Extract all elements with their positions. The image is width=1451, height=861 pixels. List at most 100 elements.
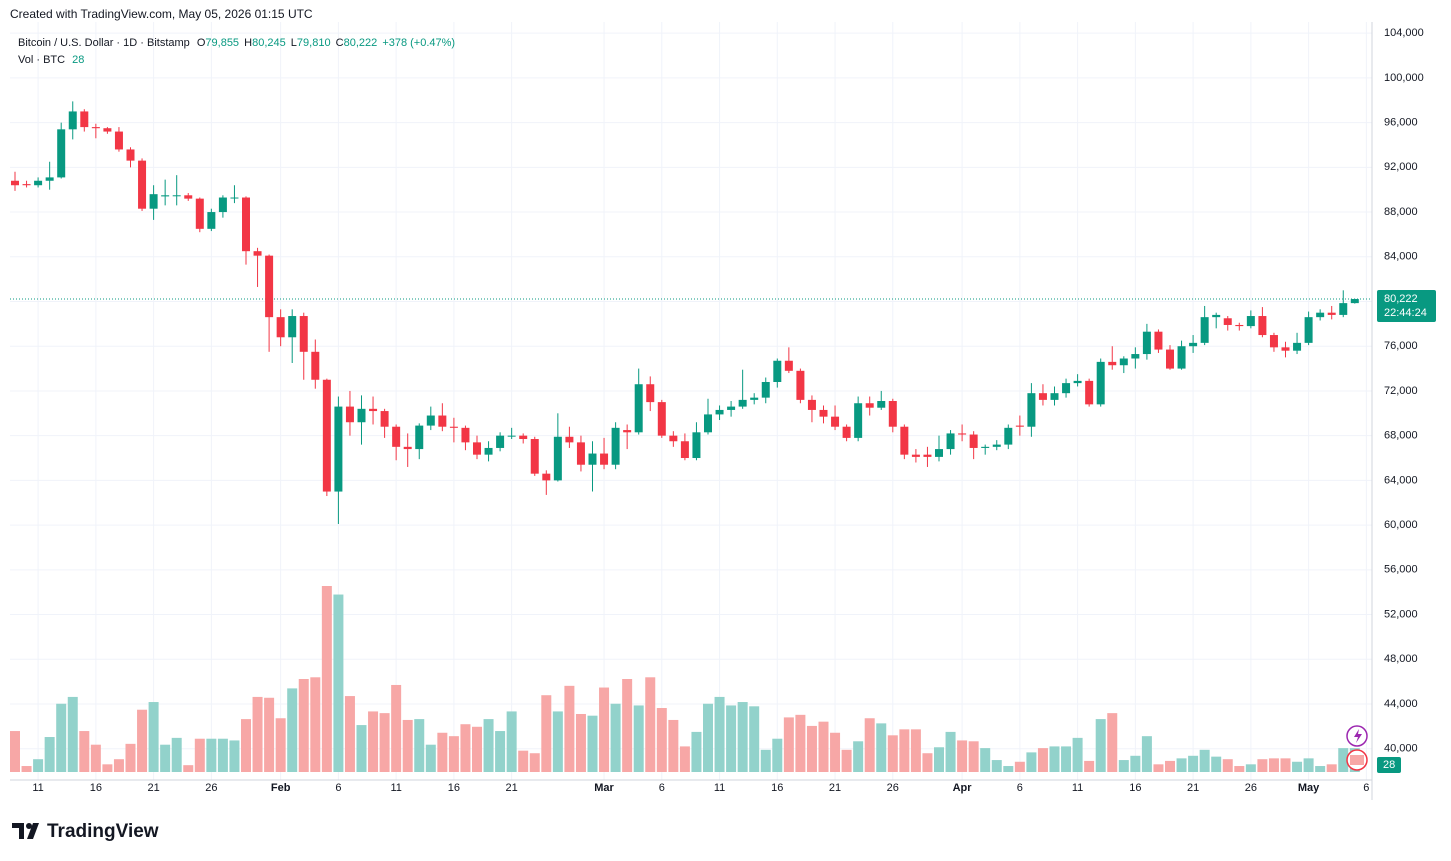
candle-body xyxy=(1108,361,1117,366)
candle-body xyxy=(461,427,470,443)
volume-bar xyxy=(506,711,517,772)
candle-body xyxy=(276,317,285,338)
field-value: 80,222 xyxy=(344,37,378,49)
field-key: C xyxy=(336,37,344,49)
candle-body xyxy=(45,177,54,181)
candle-body xyxy=(1050,393,1059,400)
volume-bar xyxy=(391,684,402,772)
volume-bar xyxy=(622,679,633,772)
volume-bar xyxy=(945,731,956,772)
candle-body xyxy=(704,414,712,433)
x-tick-label: May xyxy=(1298,782,1320,794)
volume-bar xyxy=(633,705,644,772)
candle-body xyxy=(80,111,89,128)
volume-bar xyxy=(1303,758,1314,772)
x-tick-label: 11 xyxy=(1072,782,1083,794)
candle-body xyxy=(253,251,262,256)
candle-body xyxy=(91,127,100,129)
y-tick-label: 64,000 xyxy=(1384,474,1418,486)
candle-body xyxy=(600,453,609,465)
volume-bar xyxy=(206,738,217,772)
volume-bar xyxy=(67,696,78,772)
candle-body xyxy=(553,436,562,481)
candle-body xyxy=(1258,316,1267,336)
candle-body xyxy=(496,435,505,448)
volume-bar xyxy=(310,677,321,772)
candle-body xyxy=(415,425,424,450)
volume-bar xyxy=(275,718,286,772)
volume-bar xyxy=(241,719,251,772)
x-tick-label: 21 xyxy=(829,782,841,794)
candle-body xyxy=(519,435,528,440)
volume-bar xyxy=(113,759,124,772)
candle-body xyxy=(357,408,366,423)
volume-bar xyxy=(703,703,713,772)
volume-label: 28 xyxy=(1383,759,1395,771)
volume-bar xyxy=(21,766,32,772)
volume-value: 28 xyxy=(72,54,84,66)
change: +378 (+0.47%) xyxy=(382,37,455,49)
volume-bar xyxy=(356,725,367,772)
volume-bar xyxy=(414,719,425,772)
volume-bar xyxy=(749,706,760,772)
candle-body xyxy=(1085,380,1094,405)
candle-body xyxy=(288,316,297,338)
volume-bar xyxy=(610,703,621,772)
volume-bar xyxy=(1211,756,1222,772)
volume-bar xyxy=(148,702,159,772)
candle-body xyxy=(646,384,655,403)
candle-body xyxy=(1062,383,1071,394)
volume-bar xyxy=(44,737,55,772)
candle-body xyxy=(576,442,585,465)
candle-body xyxy=(657,402,666,436)
volume-bar xyxy=(783,717,794,772)
candle-body xyxy=(1304,317,1313,343)
y-tick-label: 40,000 xyxy=(1384,743,1418,755)
symbol: Bitcoin / U.S. Dollar · 1D · Bitstamp xyxy=(18,37,190,49)
candle-body xyxy=(1235,324,1244,327)
candle-body xyxy=(1177,346,1186,369)
candle-body xyxy=(969,434,978,448)
volume-bar xyxy=(1222,759,1233,772)
candle-body xyxy=(138,160,147,209)
volume-bar xyxy=(541,695,552,772)
volume-bar xyxy=(137,709,148,772)
volume-bar xyxy=(841,749,852,772)
x-tick-label: 21 xyxy=(506,782,518,794)
volume-name: Vol · BTC xyxy=(18,54,65,66)
volume-bar xyxy=(899,729,910,772)
volume-bar xyxy=(645,677,656,772)
candle-body xyxy=(1281,347,1290,351)
volume-bar xyxy=(887,735,898,772)
candle-body xyxy=(923,454,932,457)
volume-bar xyxy=(991,760,1002,772)
candle-body xyxy=(1073,380,1082,384)
candle-body xyxy=(1142,331,1151,355)
x-tick-label: 16 xyxy=(90,782,102,794)
candle-body xyxy=(1339,303,1348,315)
field-key: O xyxy=(197,37,206,49)
candle-body xyxy=(1200,317,1209,343)
candle-body xyxy=(680,441,689,459)
logo: TradingView xyxy=(12,821,159,842)
candle-body xyxy=(265,255,274,318)
candle-body xyxy=(114,131,123,150)
candle-body xyxy=(1293,342,1302,351)
price-label: 80,222 xyxy=(1384,293,1418,305)
volume-bar xyxy=(1130,755,1141,772)
candle-body xyxy=(57,129,66,178)
volume-bar xyxy=(1141,736,1152,772)
volume-bar xyxy=(1095,719,1106,772)
volume-bar xyxy=(402,719,413,772)
volume-bar xyxy=(1014,761,1025,772)
volume-bar xyxy=(1234,766,1245,772)
volume-bar xyxy=(460,724,471,772)
volume-bar xyxy=(1153,764,1164,772)
candle-body xyxy=(1327,312,1336,315)
volume-bar xyxy=(287,688,298,772)
candle-body xyxy=(692,432,701,459)
volume-bar xyxy=(934,747,944,772)
x-tick-label: 6 xyxy=(335,782,341,794)
volume-bar xyxy=(183,765,194,772)
volume-bar xyxy=(1199,749,1210,772)
